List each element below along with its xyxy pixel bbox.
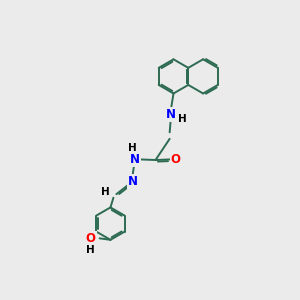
Text: O: O: [86, 232, 96, 245]
Text: N: N: [130, 153, 140, 166]
Text: H: H: [178, 114, 187, 124]
Text: O: O: [170, 153, 181, 166]
Text: H: H: [101, 188, 110, 197]
Text: H: H: [128, 142, 137, 153]
Text: H: H: [86, 244, 95, 254]
Text: N: N: [166, 108, 176, 121]
Text: N: N: [128, 175, 138, 188]
